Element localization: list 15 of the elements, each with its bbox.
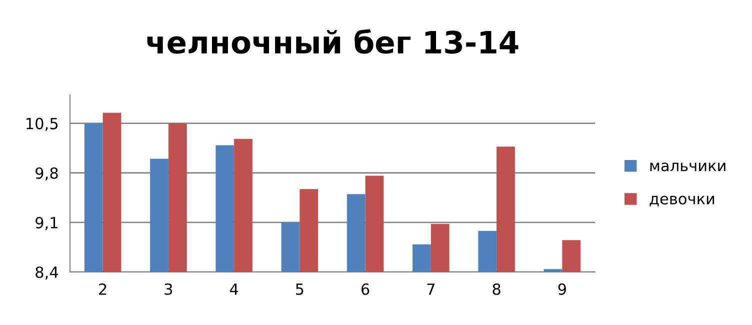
x-tick-label: 6 bbox=[362, 283, 370, 295]
legend-label: мальчики bbox=[650, 162, 726, 172]
chart-title: челночный бег 13-14 bbox=[147, 29, 518, 54]
x-tick-label: 8 bbox=[492, 283, 500, 295]
y-tick-label: 9,8 bbox=[36, 167, 58, 180]
x-tick-label: 9 bbox=[558, 283, 566, 295]
y-tick-label: 8,4 bbox=[36, 266, 58, 280]
x-tick-label: 7 bbox=[427, 284, 434, 295]
x-tick-label: 3 bbox=[164, 283, 172, 295]
legend-label: девочки bbox=[650, 196, 714, 206]
x-tick-label: 2 bbox=[99, 283, 106, 295]
y-tick-label: 9,1 bbox=[36, 216, 58, 230]
y-tick-label: 10,5 bbox=[26, 118, 58, 131]
x-tick-label: 4 bbox=[230, 284, 238, 295]
x-tick-label: 5 bbox=[296, 284, 304, 295]
